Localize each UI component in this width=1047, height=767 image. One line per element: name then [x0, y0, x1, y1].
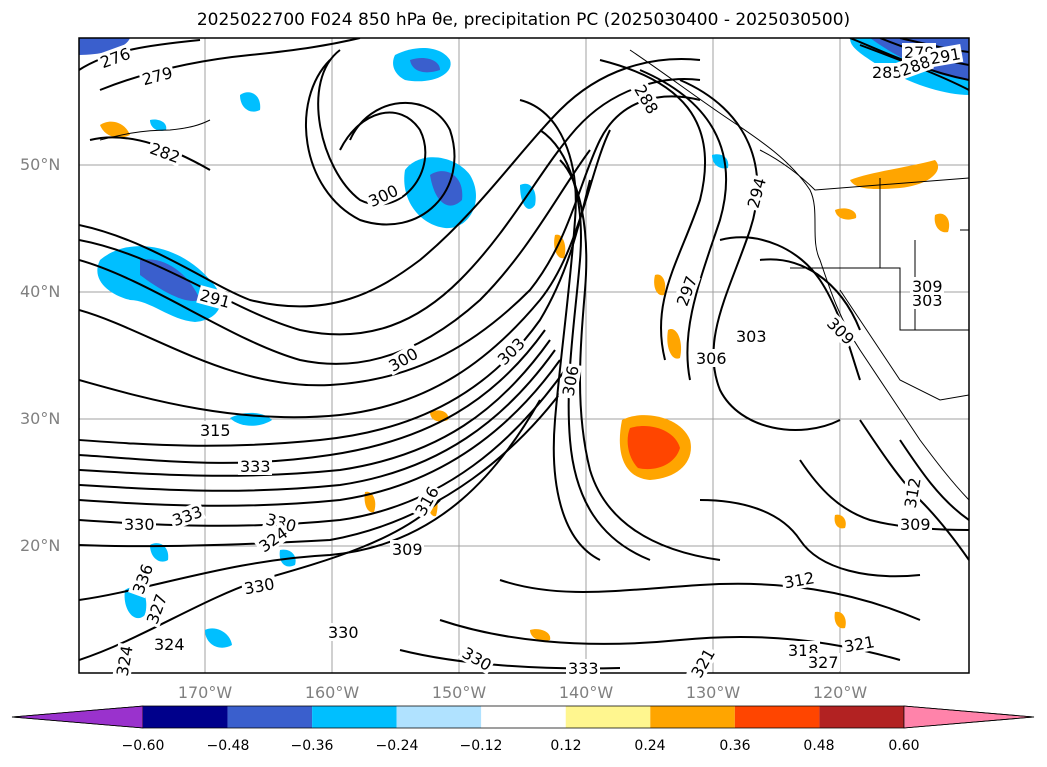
contour-label-bg — [870, 63, 904, 81]
contour-label: 309 — [912, 277, 943, 296]
lon-label-140w: 140°W — [558, 683, 614, 702]
lon-label-150w: 150°W — [431, 683, 487, 702]
contour-label-bg — [410, 481, 443, 521]
map-title: 2025022700 F024 850 hPa θe, precipitatio… — [196, 10, 851, 30]
contour-label: 330 — [328, 623, 359, 642]
contour-label-bg — [262, 509, 300, 536]
contour-label-bg — [694, 349, 728, 367]
contour-label-bg — [142, 590, 171, 629]
lon-label-130w: 130°W — [685, 683, 741, 702]
lon-label-160w: 160°W — [304, 683, 360, 702]
contour-label-bg — [363, 180, 403, 211]
contour-label-bg — [152, 635, 186, 653]
lat-label-40n: 40°N — [20, 282, 61, 301]
colorbar-tick: 0.36 — [719, 738, 751, 754]
colorbar-extend-high — [903, 705, 1035, 729]
contour-label: 333 — [568, 659, 599, 678]
colorbar-segment — [819, 706, 904, 728]
colorbar-segment — [565, 706, 651, 728]
contour-label-bg — [898, 515, 932, 533]
colorbar-segment — [481, 706, 566, 728]
colorbar-tick: −0.24 — [375, 738, 419, 754]
colorbar-segment — [396, 706, 482, 728]
contour-label: 306 — [696, 349, 727, 368]
lat-label-20n: 20°N — [20, 536, 61, 555]
contour-label: 303 — [736, 327, 767, 346]
contour-label-bg — [926, 44, 964, 68]
lon-label-120w: 120°W — [812, 683, 868, 702]
contour-label-bg — [138, 62, 176, 89]
contour-label-bg — [492, 332, 530, 370]
colorbar-segment — [143, 706, 228, 728]
contour-label-bg — [198, 421, 232, 439]
contour-label: 303 — [912, 291, 943, 310]
colorbar-segment — [312, 706, 397, 728]
contour-label-bg — [95, 43, 134, 72]
contour-label-bg — [196, 285, 234, 312]
contour-label-bg — [390, 540, 424, 558]
contour-label-bg — [383, 343, 423, 376]
colorbar-segment — [734, 706, 820, 728]
contour-label-bg — [734, 327, 768, 345]
contour-label-bg — [145, 138, 184, 167]
lat-label-50n: 50°N — [20, 155, 61, 174]
colorbar-tick: −0.12 — [459, 738, 503, 754]
contour-label: 285 — [872, 63, 903, 82]
contour-label-bg — [112, 642, 136, 680]
contour-label: 309 — [900, 515, 931, 534]
contour-label: 333 — [240, 457, 271, 476]
lon-label-170w: 170°W — [177, 683, 233, 702]
gridlines — [79, 38, 969, 673]
contour-label-bg — [743, 174, 770, 212]
contour-label-bg — [780, 568, 818, 592]
contour-label-bg — [900, 474, 924, 512]
contour-label-bg — [558, 362, 582, 400]
colorbar-tick: −0.36 — [290, 738, 334, 754]
lat-label-30n: 30°N — [20, 409, 61, 428]
contour-label: 309 — [392, 540, 423, 559]
contour-label-bg — [566, 659, 600, 677]
colorbar-tick: 0.60 — [888, 738, 920, 754]
contour-label-bg — [253, 522, 292, 557]
contour-label: 315 — [200, 421, 231, 440]
contour-label-bg — [238, 457, 272, 475]
contour-label-bg — [686, 643, 719, 683]
contour-label: 330 — [124, 515, 155, 534]
contour-label: 327 — [808, 653, 839, 672]
colorbar-tick: −0.60 — [121, 738, 165, 754]
contour-label-bg — [630, 79, 663, 119]
colorbar-tick: 0.12 — [550, 738, 582, 754]
contour-label-bg — [457, 642, 497, 675]
contour-label-bg — [240, 574, 278, 598]
colorbar-outline — [11, 705, 1035, 729]
contour-label-bg — [840, 632, 878, 656]
contour-label-bg — [326, 623, 360, 641]
colorbar-tick: −0.48 — [206, 738, 250, 754]
contour-label-bg — [910, 291, 944, 309]
contour-label-bg — [806, 653, 840, 671]
contour-label: 324 — [154, 635, 185, 654]
contour-label-bg — [122, 515, 156, 533]
colorbar-segment — [227, 706, 313, 728]
contour-label-bg — [167, 501, 206, 530]
contour-label-bg — [910, 277, 944, 295]
precip-positive-shading — [100, 121, 950, 641]
colorbar — [11, 705, 1035, 729]
colorbar-segment — [650, 706, 735, 728]
colorbar-extend-low — [11, 705, 144, 729]
contour-label-bg — [128, 560, 157, 599]
contour-label-bg — [895, 51, 934, 80]
colorbar-tick: 0.24 — [634, 738, 666, 754]
colorbar-tick: 0.48 — [803, 738, 835, 754]
contour-label-bg — [822, 312, 860, 350]
contour-label-bg — [672, 272, 701, 311]
